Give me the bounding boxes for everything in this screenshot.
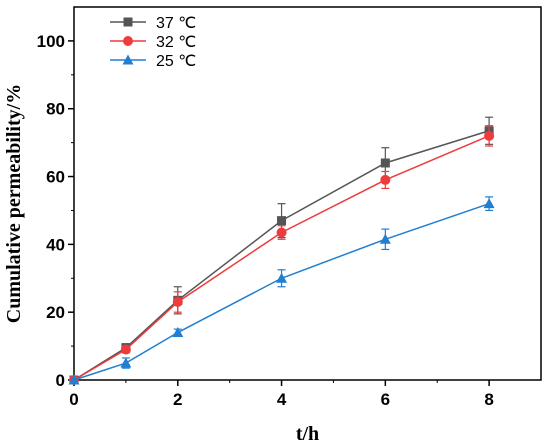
data-point [379, 233, 391, 244]
x-tick-label: 8 [484, 390, 493, 409]
series-0 [69, 116, 494, 385]
x-tick-label: 0 [69, 390, 78, 409]
data-point [276, 227, 287, 238]
data-point [276, 272, 288, 283]
legend-item: 25 ℃ [110, 53, 196, 70]
x-axis-title: t/h [296, 423, 319, 445]
x-tick-label: 4 [277, 390, 287, 409]
series-line [73, 130, 490, 381]
y-axis: 0 20 40 60 80 100 [37, 32, 74, 390]
legend-marker [123, 36, 133, 46]
legend-label: 25 ℃ [156, 53, 196, 70]
data-point [120, 344, 131, 355]
legend-marker [123, 17, 133, 27]
data-point [120, 357, 132, 368]
y-tick-label: 80 [46, 100, 65, 119]
legend-item: 32 ℃ [110, 34, 196, 51]
data-point [380, 158, 390, 168]
x-tick-label: 2 [173, 390, 182, 409]
data-point [484, 130, 495, 141]
y-tick-label: 60 [46, 168, 65, 187]
x-tick-label: 6 [381, 390, 390, 409]
data-point [68, 374, 80, 385]
data-point [380, 174, 391, 185]
x-axis: 0 2 4 6 8 [69, 380, 494, 409]
series-layer [68, 116, 495, 385]
y-tick-label: 100 [37, 32, 65, 51]
legend-marker [122, 54, 134, 65]
y-tick-label: 0 [56, 371, 65, 390]
data-point [277, 216, 287, 226]
series-line [73, 202, 490, 381]
y-axis-title: Cumulative permeability/% [3, 84, 25, 323]
series-2 [68, 196, 495, 385]
legend-item: 37 ℃ [110, 15, 196, 32]
plot-frame [73, 6, 542, 381]
series-line [73, 135, 490, 381]
y-tick-label: 40 [46, 235, 65, 254]
y-tick-label: 20 [46, 303, 65, 322]
legend-label: 32 ℃ [156, 34, 196, 51]
data-point [172, 327, 184, 338]
legend: 37 ℃ 32 ℃ 25 ℃ [110, 15, 196, 70]
data-point [172, 297, 183, 308]
plot-border [73, 6, 542, 381]
data-point [483, 198, 495, 209]
series-1 [69, 125, 495, 385]
legend-label: 37 ℃ [156, 15, 196, 32]
